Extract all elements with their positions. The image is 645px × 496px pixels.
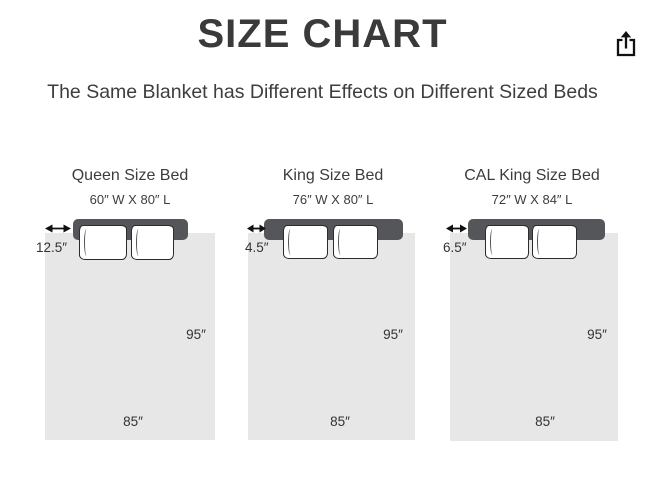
- pillow: [333, 225, 378, 259]
- bed-dimensions: 76″ W X 80″ L: [292, 192, 374, 207]
- pillow: [131, 225, 174, 260]
- blanket-width-label: 85″: [123, 414, 143, 429]
- bed-dimensions: 72″ W X 84″ L: [491, 192, 573, 207]
- pillow-seam: [136, 229, 141, 256]
- share-icon: [615, 31, 637, 61]
- pillow-seam: [288, 229, 293, 255]
- pillow-seam: [490, 229, 495, 255]
- blanket-width-label: 85″: [535, 414, 555, 429]
- overhang-label: 4.5″: [245, 240, 269, 255]
- blanket: [45, 233, 215, 440]
- overhang-arrow-icon: [247, 222, 266, 235]
- pillow: [485, 225, 529, 259]
- page-title: SIZE CHART: [197, 12, 448, 56]
- blanket-length-label: 95″: [587, 327, 607, 342]
- bed-title: King Size Bed: [282, 167, 384, 184]
- pillow: [283, 225, 328, 259]
- overhang-label: 12.5″: [36, 240, 68, 255]
- pillow: [532, 225, 577, 259]
- overhang-arrow-icon: [45, 222, 71, 235]
- blanket: [248, 233, 415, 440]
- bed-dimensions: 60″ W X 80″ L: [89, 192, 171, 207]
- pillow-seam: [537, 229, 542, 255]
- share-button[interactable]: [614, 30, 638, 60]
- pillow: [79, 225, 127, 260]
- blanket: [450, 233, 618, 441]
- blanket-length-label: 95″: [186, 327, 206, 342]
- bed-title: Queen Size Bed: [71, 167, 189, 184]
- overhang-arrow-icon: [446, 222, 467, 235]
- blanket-length-label: 95″: [383, 327, 403, 342]
- pillow-seam: [84, 229, 89, 256]
- overhang-label: 6.5″: [443, 240, 467, 255]
- page-subtitle: The Same Blanket has Different Effects o…: [47, 81, 598, 103]
- bed-title: CAL King Size Bed: [464, 167, 600, 184]
- pillow-seam: [338, 229, 343, 255]
- blanket-width-label: 85″: [330, 414, 350, 429]
